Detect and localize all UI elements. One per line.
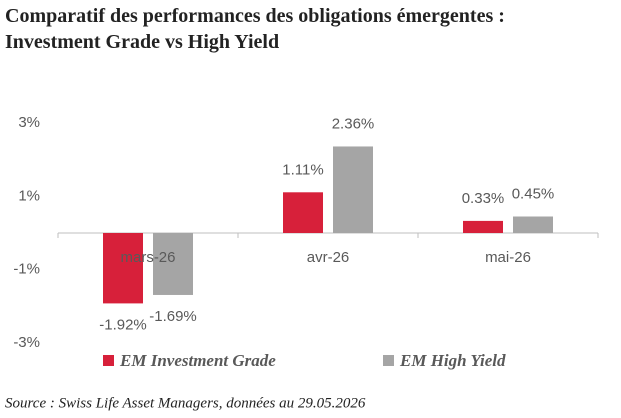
y-tick-label: 3%	[18, 114, 40, 131]
bar	[463, 220, 503, 233]
data-label: -1.69%	[149, 308, 197, 325]
y-tick-label: -3%	[13, 334, 40, 351]
source: Source : Swiss Life Asset Managers, donn…	[5, 395, 366, 411]
bar	[513, 216, 553, 233]
legend-swatch	[103, 355, 114, 366]
legend-swatch	[383, 355, 394, 366]
chart-title: Investment Grade vs High Yield	[5, 31, 279, 53]
bar	[333, 146, 373, 233]
data-label: 2.36%	[332, 115, 375, 132]
data-label: 0.45%	[512, 185, 555, 202]
chart-title: Comparatif des performances des obligati…	[5, 5, 505, 27]
bar	[153, 233, 193, 295]
y-tick-label: 1%	[18, 187, 40, 204]
x-tick-label: mai-26	[485, 249, 531, 266]
data-label: -1.92%	[99, 316, 147, 333]
x-tick-label: avr-26	[307, 249, 350, 266]
y-tick-label: -1%	[13, 261, 40, 278]
bar	[283, 192, 323, 233]
data-label: 0.33%	[462, 190, 505, 207]
bar	[103, 233, 143, 304]
legend-label: EM High Yield	[399, 351, 506, 370]
data-label: 1.11%	[282, 161, 323, 178]
legend-label: EM Investment Grade	[119, 351, 276, 370]
x-tick-label: mars-26	[120, 249, 175, 266]
